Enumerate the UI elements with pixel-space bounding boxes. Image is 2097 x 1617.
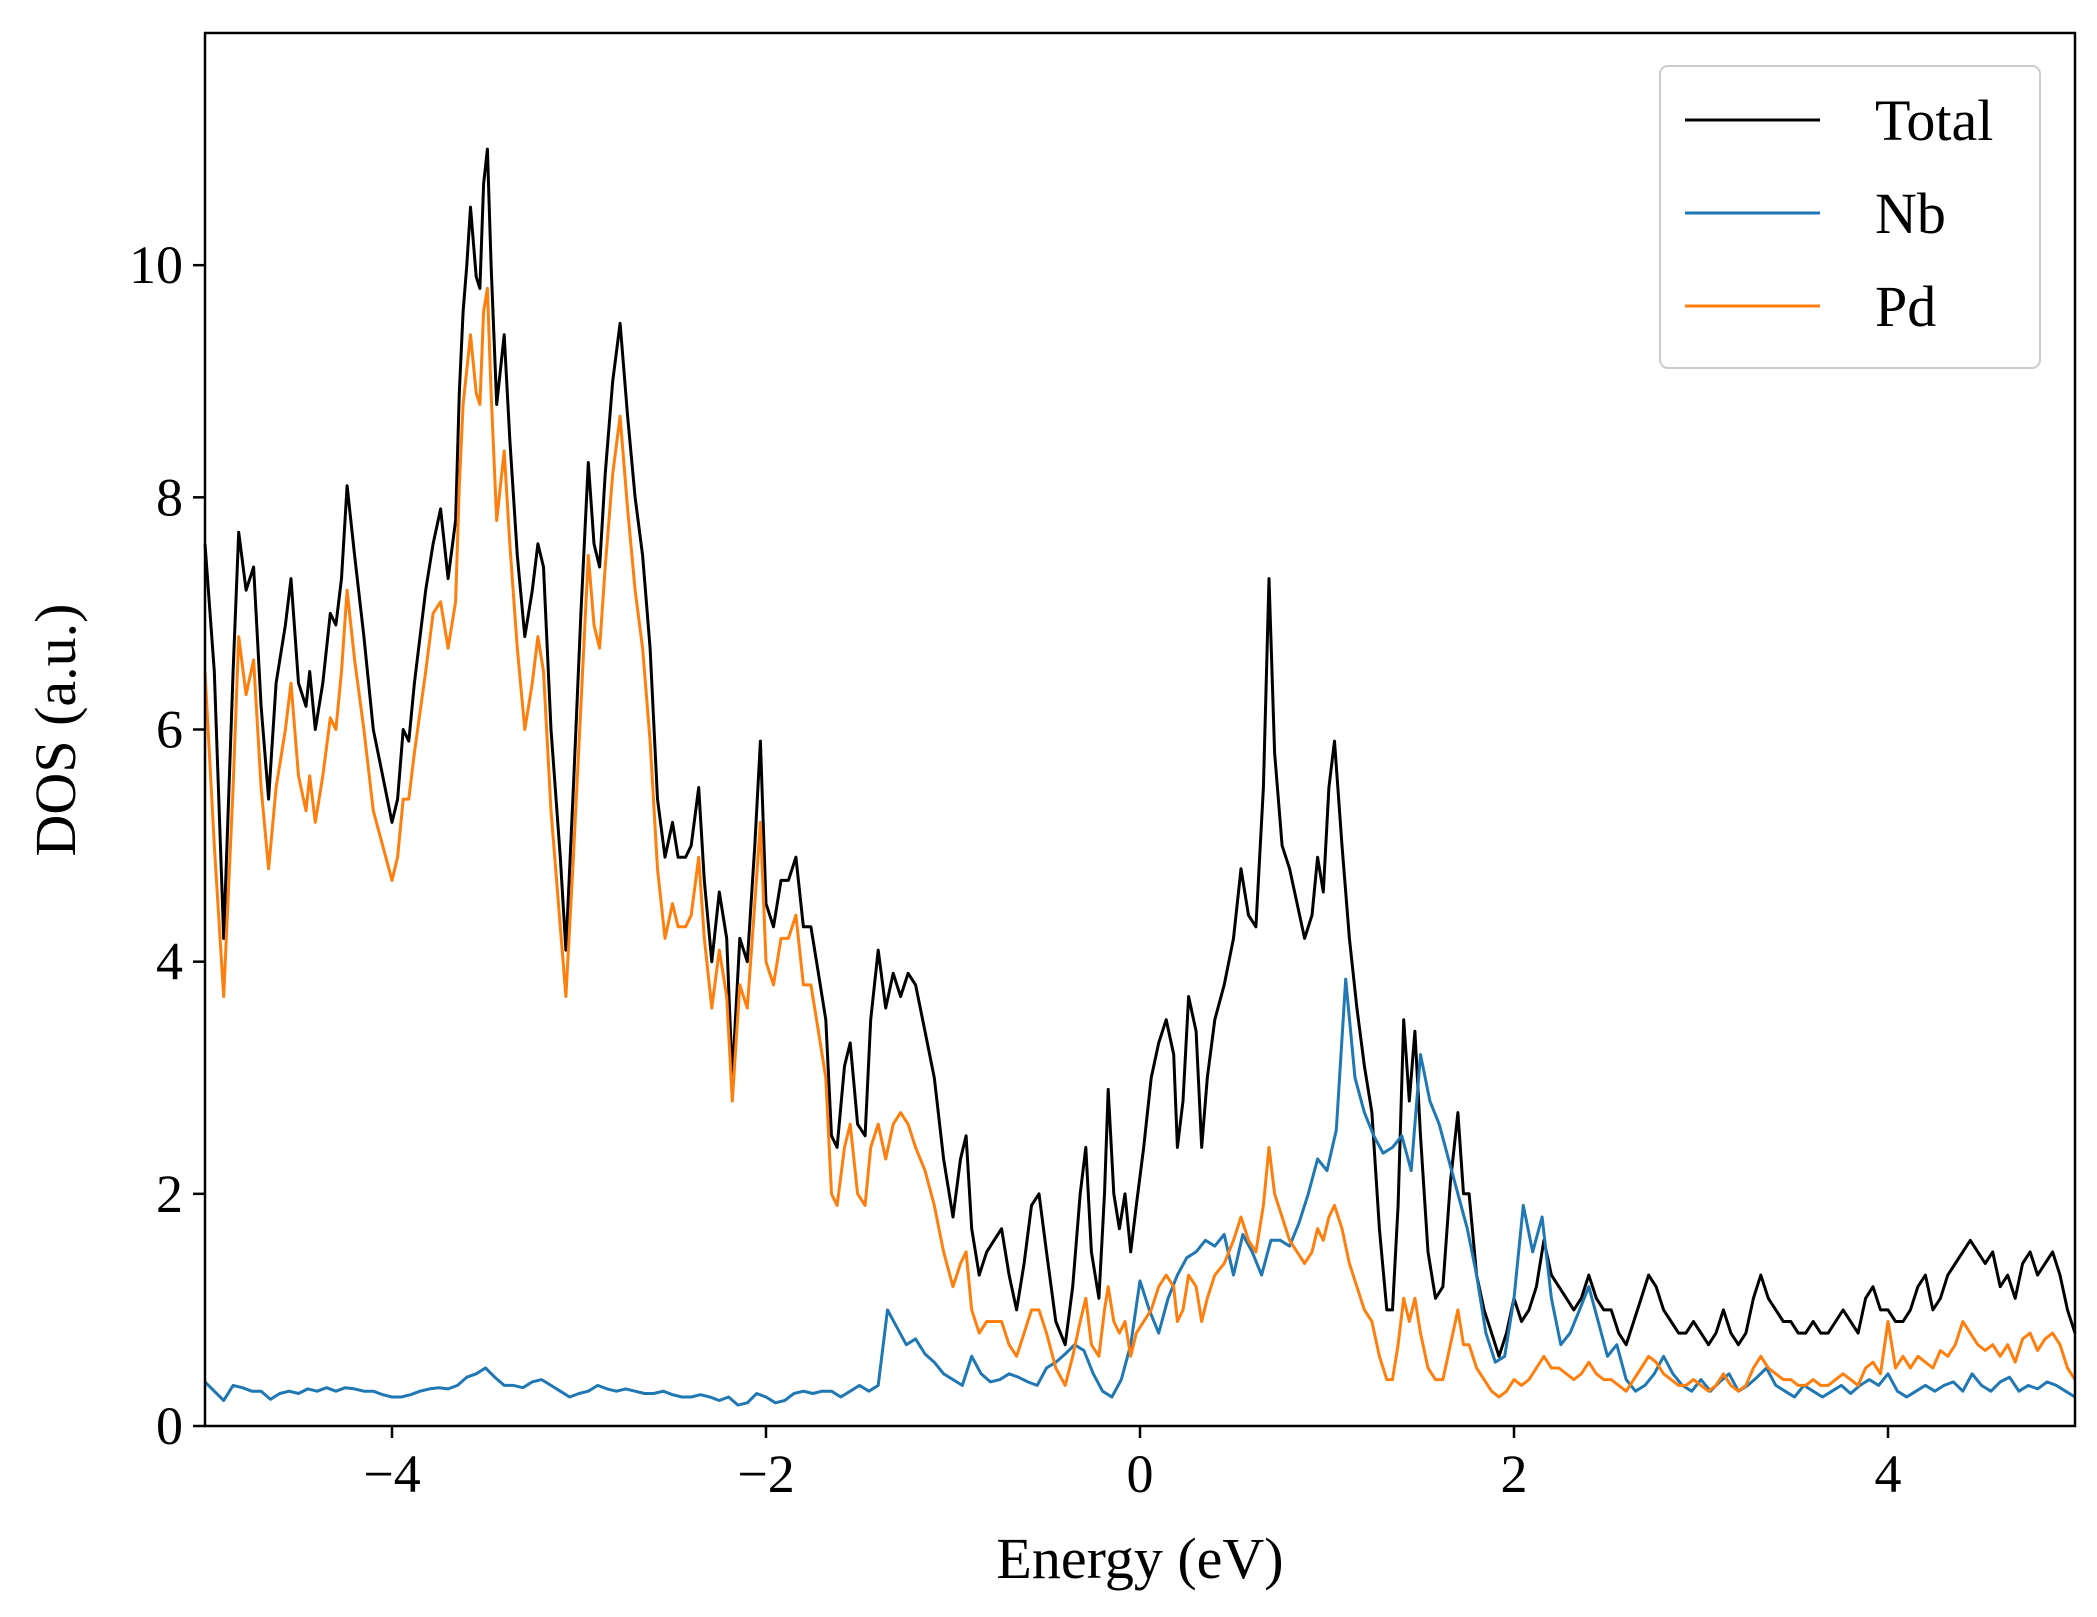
x-tick-label: 4: [1875, 1444, 1902, 1504]
legend: Total Nb Pd: [1659, 65, 2041, 369]
x-axis-label: Energy (eV): [996, 1526, 1283, 1591]
y-tick-label: 0: [156, 1396, 183, 1456]
y-tick-label: 10: [129, 235, 183, 295]
y-tick-label: 4: [156, 932, 183, 992]
series-line-nb: [203, 977, 2076, 1407]
series-layer: [203, 147, 2077, 1407]
legend-label-nb: Nb: [1875, 181, 1946, 246]
legend-label-total: Total: [1875, 88, 1993, 153]
x-tick-label: 2: [1501, 1444, 1528, 1504]
x-tick-label: 0: [1127, 1444, 1154, 1504]
y-axis-ticks: 0 2 4 6 8 10: [129, 235, 205, 1456]
y-tick-label: 6: [156, 700, 183, 760]
x-tick-label: −4: [363, 1444, 420, 1504]
x-tick-label: −2: [737, 1444, 794, 1504]
y-axis-label: DOS (a.u.): [23, 604, 88, 857]
y-tick-label: 2: [156, 1164, 183, 1224]
y-tick-label: 8: [156, 467, 183, 527]
x-axis-ticks: −4 −2 0 2 4: [363, 1426, 1902, 1504]
series-line-total: [203, 147, 2077, 1358]
legend-frame: [1659, 65, 2041, 369]
series-line-pd: [203, 286, 2077, 1399]
legend-label-pd: Pd: [1875, 274, 1936, 339]
